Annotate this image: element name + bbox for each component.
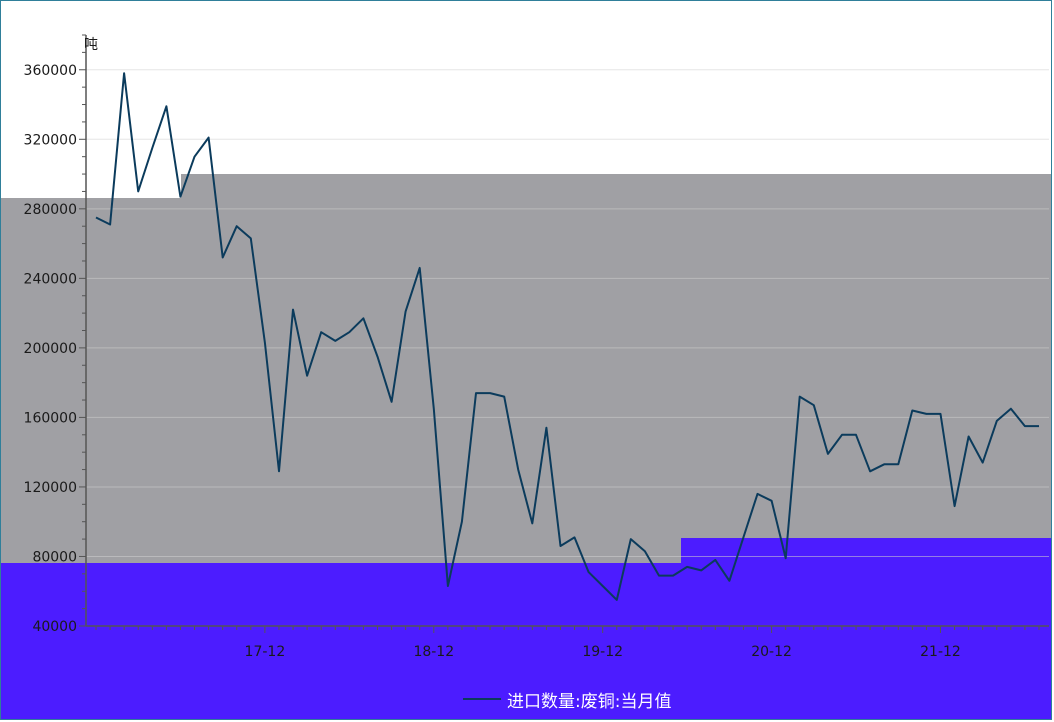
series-layer — [95, 72, 1040, 601]
legend-swatch-line — [463, 698, 501, 700]
y-tick-label-3: 160000 — [24, 410, 77, 426]
x-tick-label-1: 18-12 — [413, 644, 454, 660]
y-tick-label-4: 200000 — [24, 341, 77, 357]
x-tick-label-0: 17-12 — [245, 644, 286, 660]
gridlines — [86, 69, 1049, 627]
y-axis: 40000 80000 120000 160000 200000 240000 280000… — [24, 34, 87, 635]
x-axis: 17-12 18-12 19-12 20-12 21-12 — [86, 625, 1049, 660]
y-tick-label-2: 120000 — [24, 480, 77, 496]
y-tick-label-7: 320000 — [24, 132, 77, 148]
band-bottom — [1, 563, 1051, 719]
y-tick-label-1: 80000 — [32, 549, 77, 565]
band-middle — [181, 174, 1051, 574]
x-tick-label-4: 21-12 — [920, 644, 961, 660]
legend-label: 进口数量:废铜:当月值 — [507, 691, 672, 712]
legend[interactable]: 进口数量:废铜:当月值 — [463, 686, 671, 712]
y-tick-label-6: 280000 — [24, 202, 77, 218]
y-tick-label-5: 240000 — [24, 271, 77, 287]
band-bottom-step — [681, 538, 1051, 568]
x-tick-label-3: 20-12 — [751, 644, 792, 660]
x-tick-label-2: 19-12 — [582, 644, 623, 660]
series-line — [95, 72, 1039, 601]
y-tick-label-8: 360000 — [24, 63, 77, 79]
y-tick-label-0: 40000 — [32, 619, 77, 635]
band-middle-left — [1, 198, 181, 578]
y-axis-label: 吨 — [84, 37, 98, 53]
